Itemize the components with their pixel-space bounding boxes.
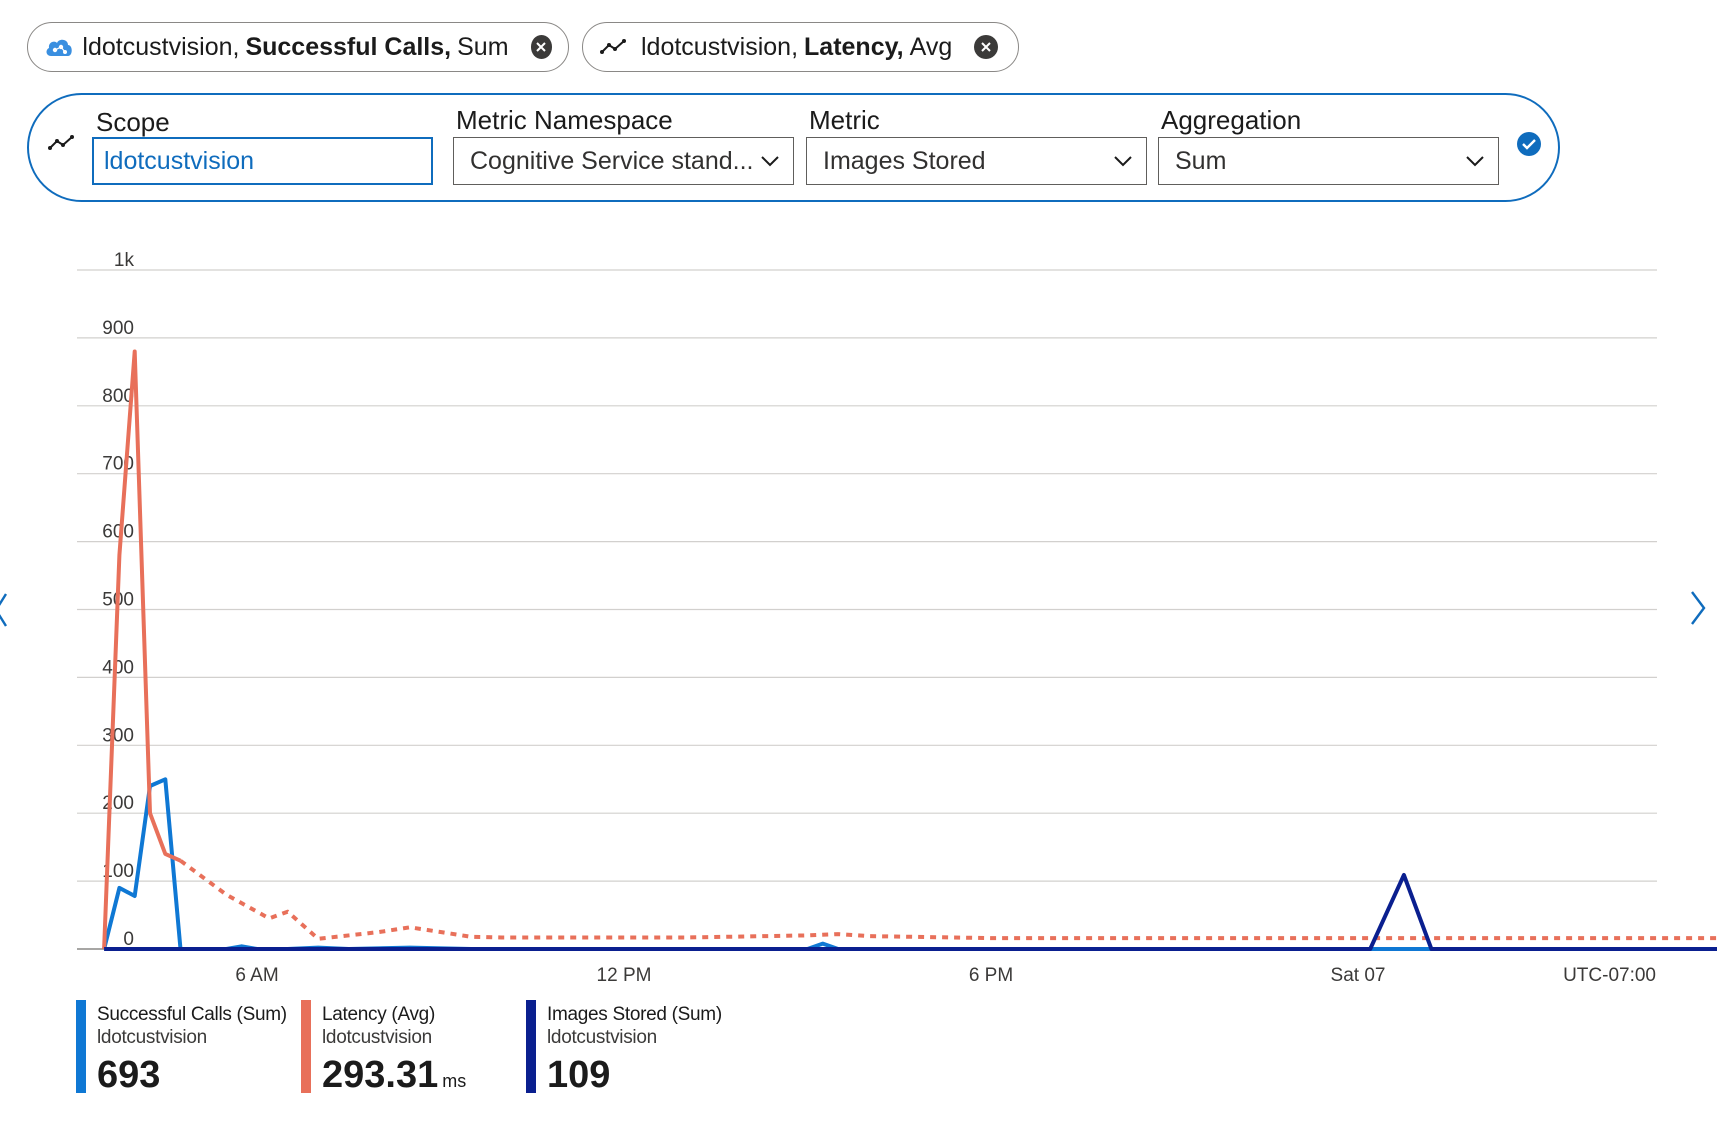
legend-color-swatch [301, 1000, 311, 1093]
y-tick-label: 200 [102, 793, 134, 814]
legend-title: Successful Calls (Sum) [97, 1004, 287, 1026]
y-tick-label: 0 [123, 929, 134, 950]
x-tick-label: Sat 07 [1331, 965, 1386, 986]
y-tick-label: 1k [114, 250, 135, 271]
legend-unit: ms [442, 1071, 466, 1091]
legend-resource: ldotcustvision [322, 1027, 432, 1049]
legend-title: Images Stored (Sum) [547, 1004, 722, 1026]
legend-resource: ldotcustvision [547, 1027, 657, 1049]
y-tick-label: 700 [102, 454, 134, 475]
legend-value: 693 [97, 1054, 160, 1097]
legend-value: 293.31 ms [322, 1054, 466, 1097]
series-line-latency[interactable] [104, 352, 180, 950]
legend-color-swatch [526, 1000, 536, 1093]
y-tick-label: 600 [102, 522, 134, 543]
legend-value-number: 293.31 [322, 1054, 438, 1096]
x-tick-label: 12 PM [597, 965, 652, 986]
series-line-latency-dotted[interactable] [181, 861, 1717, 939]
timezone-label: UTC-07:00 [1563, 965, 1656, 986]
y-tick-label: 400 [102, 657, 134, 678]
y-tick-label: 900 [102, 318, 134, 339]
legend-resource: ldotcustvision [97, 1027, 207, 1049]
x-tick-label: 6 PM [969, 965, 1013, 986]
legend-title: Latency (Avg) [322, 1004, 435, 1026]
legend-color-swatch [76, 1000, 86, 1093]
series-line-successful-calls[interactable] [104, 779, 1717, 949]
y-tick-label: 300 [102, 725, 134, 746]
x-tick-label: 6 AM [235, 965, 278, 986]
legend-value: 109 [547, 1054, 610, 1097]
